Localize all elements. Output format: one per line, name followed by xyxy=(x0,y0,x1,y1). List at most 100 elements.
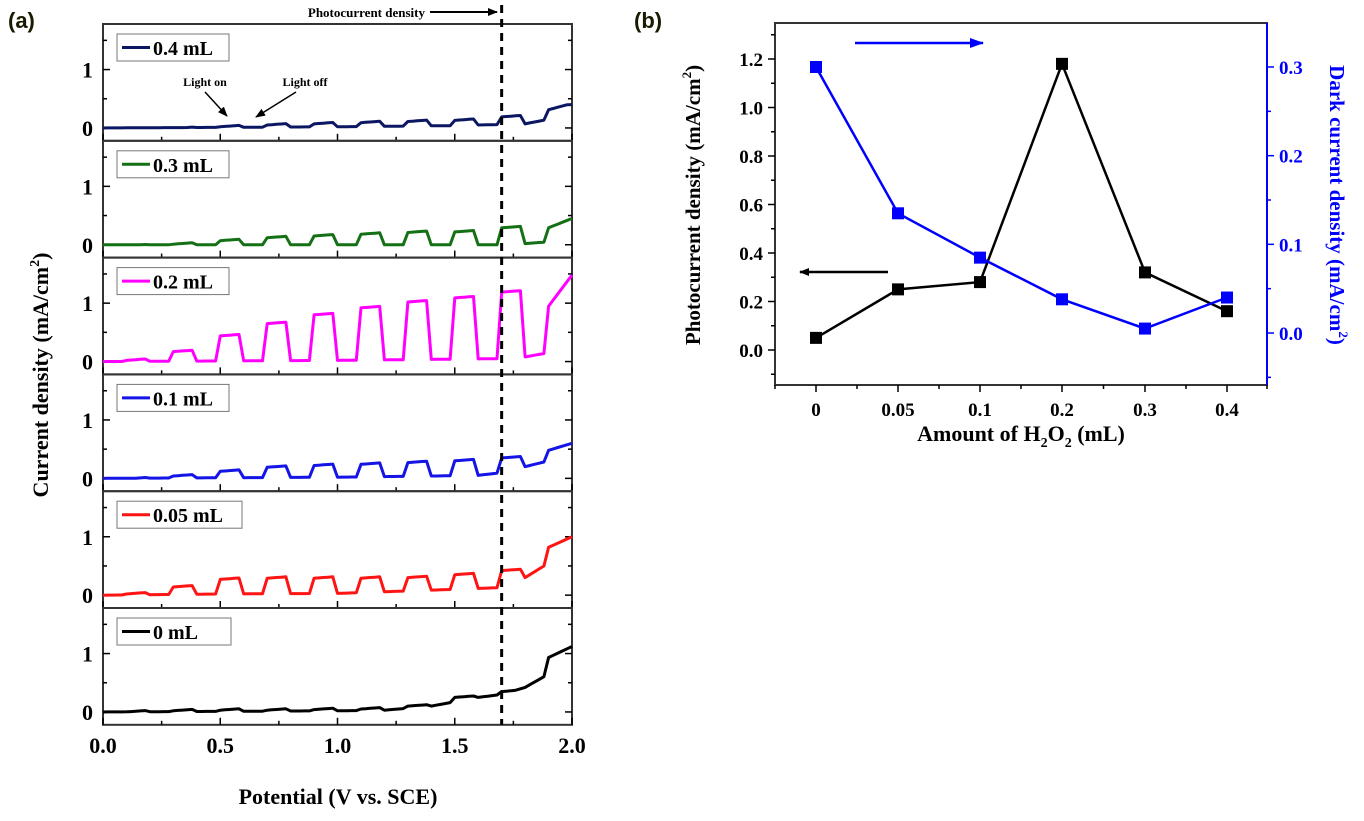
b-plot-frame xyxy=(774,22,1268,386)
a-ytick-label: 1 xyxy=(82,642,93,667)
b-data-point xyxy=(810,331,822,344)
b-right-y-end: ) xyxy=(1325,338,1349,345)
a-xtick-label: 0.5 xyxy=(207,733,235,758)
b-left-ytick-label: 0.2 xyxy=(739,293,763,314)
a-legend-label: 0.2 mL xyxy=(153,272,213,294)
b-left-ytick-label: 0.0 xyxy=(739,341,763,362)
b-data-point xyxy=(1139,266,1151,279)
b-data-point xyxy=(1221,305,1233,318)
a-xtick-label: 1.0 xyxy=(324,733,352,758)
b-xtick-label: 0 xyxy=(811,400,821,421)
b-left-y-sup: 2 xyxy=(679,72,694,79)
a-subpanel: 0 1 0.05 mL xyxy=(82,490,573,610)
a-legend: 0.05 mL xyxy=(116,500,243,529)
b-xtick-label: 0.4 xyxy=(1215,400,1239,421)
b-data-point xyxy=(974,276,986,289)
a-legend: 0.2 mL xyxy=(116,267,230,296)
b-data-point xyxy=(810,61,822,73)
b-xtick-label: 0.1 xyxy=(968,400,992,421)
b-left-y-main: Photocurrent density (mA/cm xyxy=(681,78,705,345)
a-subpanel: 0 1 0 mL xyxy=(82,607,573,726)
photocurrent-annotation: Photocurrent density xyxy=(308,5,426,20)
a-legend: 0 mL xyxy=(116,617,232,646)
b-data-point xyxy=(1221,291,1233,304)
a-legend-label: 0 mL xyxy=(153,622,198,644)
light-off-annotation: Light off xyxy=(283,75,329,89)
a-ytick-label: 1 xyxy=(82,174,93,199)
a-y-label-end: ) xyxy=(28,253,53,260)
a-legend: 0.1 mL xyxy=(116,383,230,412)
b-right-ytick-label: 0.2 xyxy=(1279,147,1303,168)
b-series-line xyxy=(815,60,1228,339)
a-ytick-label: 1 xyxy=(82,58,93,83)
a-subpanel: 0 1 0.1 mL xyxy=(82,373,573,493)
b-right-y-main: Dark current density (mA/cm xyxy=(1325,65,1349,332)
photocurrent-series xyxy=(810,57,1233,344)
a-ytick-label: 0 xyxy=(82,466,93,491)
b-left-ytick-label: 0.6 xyxy=(739,196,763,217)
a-xtick-label: 2.0 xyxy=(558,733,586,758)
a-ytick-label: 1 xyxy=(82,408,93,433)
a-ytick-label: 0 xyxy=(82,116,93,141)
a-legend: 0.4 mL xyxy=(116,33,230,62)
b-x-label-sub2: 2 xyxy=(1065,436,1072,451)
a-y-label-main: Current density (mA/cm xyxy=(28,267,53,498)
b-xtick-label: 0.2 xyxy=(1050,400,1074,421)
b-xtick-label: 0.3 xyxy=(1133,400,1157,421)
b-left-ytick-label: 0.8 xyxy=(739,147,763,168)
light-on-arrow xyxy=(204,91,228,117)
b-x-label-c: (mL) xyxy=(1072,421,1125,446)
a-subpanel: 0 1 0.2 mL xyxy=(82,256,574,376)
a-series-trace xyxy=(102,274,574,364)
a-legend-label: 0.4 mL xyxy=(153,38,213,60)
panel-b: (b) 0.0 0.2 0.4 0.6 0.8 1.0 1.2 0.0 0.1 0.2 0.3 0 0.… xyxy=(634,8,1351,451)
b-right-y-axis-label: Dark current density (mA/cm2) xyxy=(1325,65,1351,345)
a-ytick-label: 0 xyxy=(82,583,93,608)
b-series-line xyxy=(814,66,1228,330)
a-xtick-label: 0.0 xyxy=(89,733,117,758)
b-left-ytick-label: 0.4 xyxy=(739,244,763,265)
a-series-trace xyxy=(102,535,573,597)
a-ytick-label: 0 xyxy=(82,233,93,258)
a-y-axis-label: Current density (mA/cm2) xyxy=(28,253,53,498)
b-xtick-label: 0.05 xyxy=(881,400,914,421)
a-ytick-label: 0 xyxy=(82,700,93,725)
b-data-point xyxy=(974,251,986,264)
a-xtick-label: 1.5 xyxy=(441,733,469,758)
a-series-trace xyxy=(102,441,573,480)
panel-b-label: (b) xyxy=(634,8,662,33)
a-ytick-label: 1 xyxy=(82,291,93,316)
a-ytick-label: 1 xyxy=(82,525,93,550)
panel-a: (a) 0 1 0.4 mL 0 1 0.3 mL 0 1 0.2 mL 0 1 0.1 mL 0 1 0.… xyxy=(8,5,586,809)
b-left-y-axis-label: Photocurrent density (mA/cm2) xyxy=(679,65,705,345)
panel-a-label: (a) xyxy=(8,8,35,33)
a-subpanel: 0 1 0.3 mL xyxy=(82,139,573,259)
b-x-label-b: O xyxy=(1048,421,1065,446)
a-y-label-sup: 2 xyxy=(28,260,43,267)
b-right-ytick-label: 0.0 xyxy=(1279,324,1303,345)
b-data-point xyxy=(1139,322,1151,335)
b-left-ytick-label: 1.2 xyxy=(739,50,763,71)
b-data-point xyxy=(1056,57,1068,70)
a-x-axis-label: Potential (V vs. SCE) xyxy=(239,784,438,809)
b-x-axis-label: Amount of H2O2 (mL) xyxy=(917,421,1125,451)
b-x-label-sub1: 2 xyxy=(1041,436,1048,451)
b-right-ytick-label: 0.1 xyxy=(1279,235,1303,256)
b-left-ytick-label: 1.0 xyxy=(739,99,763,120)
a-legend-label: 0.05 mL xyxy=(153,505,223,527)
dark-current-series xyxy=(810,61,1233,335)
light-on-annotation: Light on xyxy=(183,75,227,89)
a-series-trace xyxy=(102,103,573,130)
b-x-label-a: Amount of H xyxy=(917,421,1040,446)
b-left-y-end: ) xyxy=(681,65,705,72)
b-right-y-sup: 2 xyxy=(1336,331,1351,338)
a-series-trace xyxy=(102,645,573,714)
a-legend-label: 0.3 mL xyxy=(153,155,213,177)
b-right-ytick-label: 0.3 xyxy=(1279,58,1303,79)
b-data-point xyxy=(1056,293,1068,306)
b-data-point xyxy=(892,283,904,296)
a-legend-label: 0.1 mL xyxy=(153,388,213,410)
light-off-arrow xyxy=(255,91,297,118)
a-legend: 0.3 mL xyxy=(116,150,230,179)
